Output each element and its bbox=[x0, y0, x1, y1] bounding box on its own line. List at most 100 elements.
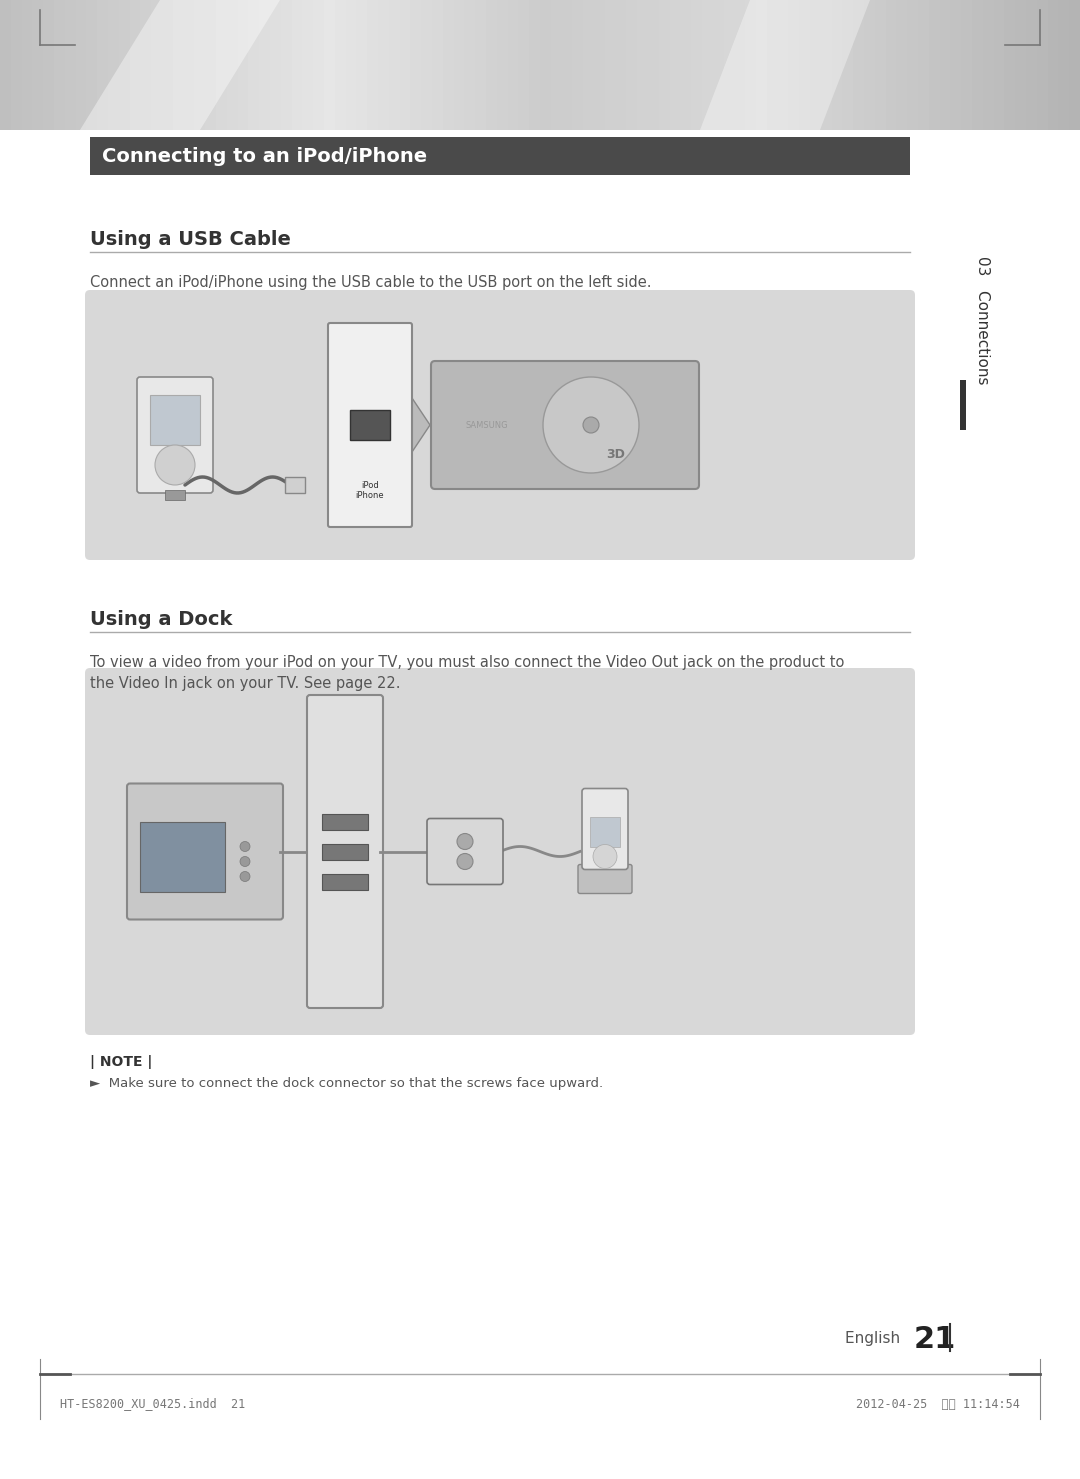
Bar bbox=[76, 0, 87, 130]
Bar bbox=[702, 0, 714, 130]
Text: Using a USB Cable: Using a USB Cable bbox=[90, 231, 291, 248]
Circle shape bbox=[240, 871, 249, 881]
Bar bbox=[788, 0, 800, 130]
Bar bbox=[454, 0, 465, 130]
Bar bbox=[950, 0, 962, 130]
Bar bbox=[140, 821, 225, 892]
FancyBboxPatch shape bbox=[85, 290, 915, 561]
Bar bbox=[1037, 0, 1049, 130]
Bar bbox=[590, 816, 620, 846]
Bar bbox=[1048, 0, 1059, 130]
Bar bbox=[778, 0, 789, 130]
Bar bbox=[1015, 0, 1027, 130]
Polygon shape bbox=[410, 395, 430, 456]
Bar bbox=[896, 0, 908, 130]
Text: | NOTE |: | NOTE | bbox=[90, 1055, 152, 1069]
Bar bbox=[367, 0, 379, 130]
Bar bbox=[583, 0, 595, 130]
Text: Connect an iPod/iPhone using the USB cable to the USB port on the left side.: Connect an iPod/iPhone using the USB cab… bbox=[90, 275, 651, 290]
Bar bbox=[464, 0, 476, 130]
Bar bbox=[626, 0, 638, 130]
Bar bbox=[400, 0, 411, 130]
Bar bbox=[292, 0, 303, 130]
Bar bbox=[443, 0, 455, 130]
Bar bbox=[0, 0, 12, 130]
Bar bbox=[508, 0, 519, 130]
Circle shape bbox=[457, 834, 473, 849]
Bar bbox=[842, 0, 854, 130]
Bar bbox=[594, 0, 606, 130]
Text: To view a video from your iPod on your TV, you must also connect the Video Out j: To view a video from your iPod on your T… bbox=[90, 655, 845, 691]
Bar bbox=[637, 0, 649, 130]
Bar bbox=[734, 0, 746, 130]
Bar bbox=[1026, 0, 1038, 130]
Text: iPod
iPhone: iPod iPhone bbox=[355, 481, 384, 500]
Circle shape bbox=[240, 856, 249, 867]
Bar bbox=[421, 0, 433, 130]
Bar bbox=[551, 0, 563, 130]
Bar bbox=[1058, 0, 1070, 130]
FancyBboxPatch shape bbox=[85, 669, 915, 1035]
Text: 21: 21 bbox=[914, 1325, 956, 1353]
Bar bbox=[562, 0, 573, 130]
Bar bbox=[540, 0, 552, 130]
Bar bbox=[1069, 0, 1080, 130]
Bar bbox=[886, 0, 897, 130]
Text: English: English bbox=[846, 1331, 910, 1346]
Bar bbox=[173, 0, 185, 130]
Bar bbox=[11, 0, 23, 130]
Bar bbox=[184, 0, 195, 130]
Bar bbox=[281, 0, 293, 130]
Bar bbox=[43, 0, 55, 130]
Bar bbox=[929, 0, 941, 130]
Bar bbox=[799, 0, 811, 130]
Bar bbox=[86, 0, 98, 130]
Bar bbox=[940, 0, 951, 130]
Bar bbox=[335, 0, 347, 130]
Bar bbox=[378, 0, 390, 130]
FancyBboxPatch shape bbox=[137, 377, 213, 493]
Bar bbox=[285, 478, 305, 493]
Bar bbox=[572, 0, 584, 130]
Bar bbox=[90, 138, 910, 175]
Bar bbox=[529, 0, 541, 130]
Bar bbox=[475, 0, 487, 130]
FancyBboxPatch shape bbox=[127, 784, 283, 920]
Bar bbox=[648, 0, 660, 130]
FancyBboxPatch shape bbox=[431, 361, 699, 490]
Bar bbox=[821, 0, 833, 130]
Bar bbox=[659, 0, 671, 130]
Bar bbox=[907, 0, 919, 130]
Text: Using a Dock: Using a Dock bbox=[90, 609, 232, 629]
Bar bbox=[346, 0, 357, 130]
Circle shape bbox=[240, 842, 249, 852]
Bar bbox=[97, 0, 109, 130]
Bar bbox=[151, 0, 163, 130]
Bar bbox=[713, 0, 725, 130]
Circle shape bbox=[543, 377, 639, 473]
Bar bbox=[410, 0, 422, 130]
Polygon shape bbox=[700, 0, 870, 130]
Bar bbox=[140, 0, 152, 130]
Bar bbox=[322, 813, 368, 830]
Bar bbox=[972, 0, 984, 130]
Bar bbox=[918, 0, 930, 130]
Bar bbox=[497, 0, 509, 130]
Bar bbox=[205, 0, 217, 130]
Bar bbox=[356, 0, 368, 130]
Bar bbox=[724, 0, 735, 130]
Circle shape bbox=[156, 445, 195, 485]
Bar bbox=[853, 0, 865, 130]
Bar bbox=[432, 0, 444, 130]
Bar bbox=[22, 0, 33, 130]
Text: 03   Connections: 03 Connections bbox=[974, 256, 989, 385]
Bar bbox=[216, 0, 228, 130]
Bar bbox=[248, 0, 260, 130]
Bar bbox=[270, 0, 282, 130]
Bar bbox=[961, 0, 973, 130]
Bar bbox=[875, 0, 887, 130]
Bar bbox=[322, 874, 368, 889]
Circle shape bbox=[583, 417, 599, 433]
Bar bbox=[983, 0, 995, 130]
Bar bbox=[108, 0, 120, 130]
